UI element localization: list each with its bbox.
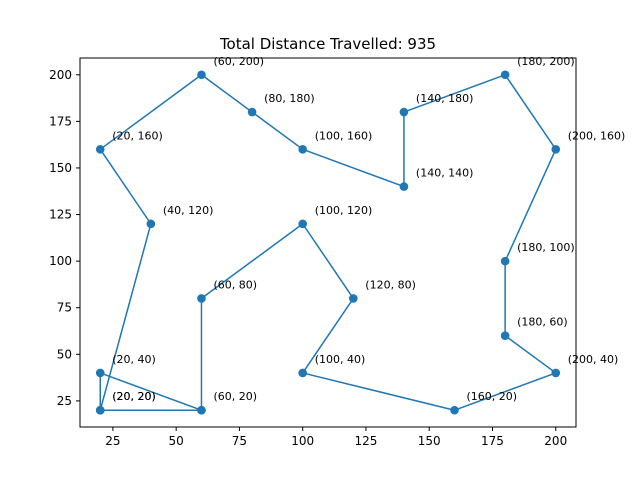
route-point [95, 405, 105, 415]
y-tick-label: 100 [49, 254, 72, 268]
y-tick-label: 25 [57, 394, 72, 408]
y-tick-label: 175 [49, 114, 72, 128]
point-label: (60, 20) [213, 390, 257, 403]
point-label: (200, 40) [568, 353, 619, 366]
x-tick-label: 50 [169, 434, 184, 448]
route-point [197, 405, 206, 415]
point-label: (60, 200) [213, 55, 264, 68]
point-label: (60, 80) [213, 278, 257, 291]
y-tick-label: 50 [57, 347, 72, 361]
point-label: (160, 20) [467, 390, 518, 403]
route-point [500, 256, 510, 266]
route-point [146, 219, 156, 229]
point-label: (140, 140) [416, 167, 474, 180]
point-label: (180, 100) [517, 241, 575, 254]
route-point [349, 294, 358, 303]
x-tick-label: 75 [232, 434, 247, 448]
x-tick-label: 175 [481, 434, 504, 448]
route-point [551, 368, 561, 378]
point-label: (200, 160) [568, 129, 626, 142]
chart-title: Total Distance Travelled: 935 [219, 35, 436, 53]
x-tick-label: 25 [105, 434, 120, 448]
route-point [298, 219, 307, 229]
y-axis: 25 50 75 100 125 150 175 200 [49, 68, 80, 408]
point-label: (180, 60) [517, 316, 568, 329]
route-point [298, 368, 307, 378]
point-label: (20, 160) [112, 129, 163, 142]
y-tick-label: 200 [49, 68, 72, 82]
point-label: (80, 180) [264, 92, 315, 105]
point-label: (20, 40) [112, 353, 156, 366]
x-tick-label: 150 [418, 434, 441, 448]
route-point [450, 405, 459, 415]
axes-frame [79, 57, 577, 428]
route-point [197, 70, 206, 80]
point-label: (40, 120) [163, 204, 214, 217]
plot-area [95, 70, 561, 415]
point-label: (120, 80) [365, 278, 416, 291]
route-point [500, 331, 510, 340]
x-axis: 25 50 75 100 125 150 175 200 [105, 427, 567, 448]
route-point [298, 145, 307, 154]
point-label: (100, 160) [315, 129, 373, 142]
point-label: (100, 120) [315, 204, 373, 217]
point-label: (180, 200) [517, 55, 575, 68]
point-label: (20, 20) [112, 390, 156, 403]
y-tick-label: 75 [57, 301, 72, 315]
point-label: (100, 40) [315, 353, 366, 366]
y-tick-label: 125 [49, 208, 72, 222]
route-point [500, 70, 510, 80]
point-labels: (20, 40)(20, 20)(20, 20) (60, 20)(40, 120… [112, 55, 625, 403]
point-label: (20, 20) [112, 390, 156, 403]
route-point [551, 145, 561, 154]
route-point [95, 368, 105, 378]
x-tick-label: 100 [291, 434, 314, 448]
route-point [399, 107, 409, 117]
x-tick-label: 200 [544, 434, 567, 448]
route-point [247, 107, 257, 117]
route-point [399, 182, 409, 191]
point-label: (140, 180) [416, 92, 474, 105]
route-point [95, 145, 105, 154]
y-tick-label: 150 [49, 161, 72, 175]
route-point [197, 294, 206, 303]
x-tick-label: 125 [355, 434, 378, 448]
